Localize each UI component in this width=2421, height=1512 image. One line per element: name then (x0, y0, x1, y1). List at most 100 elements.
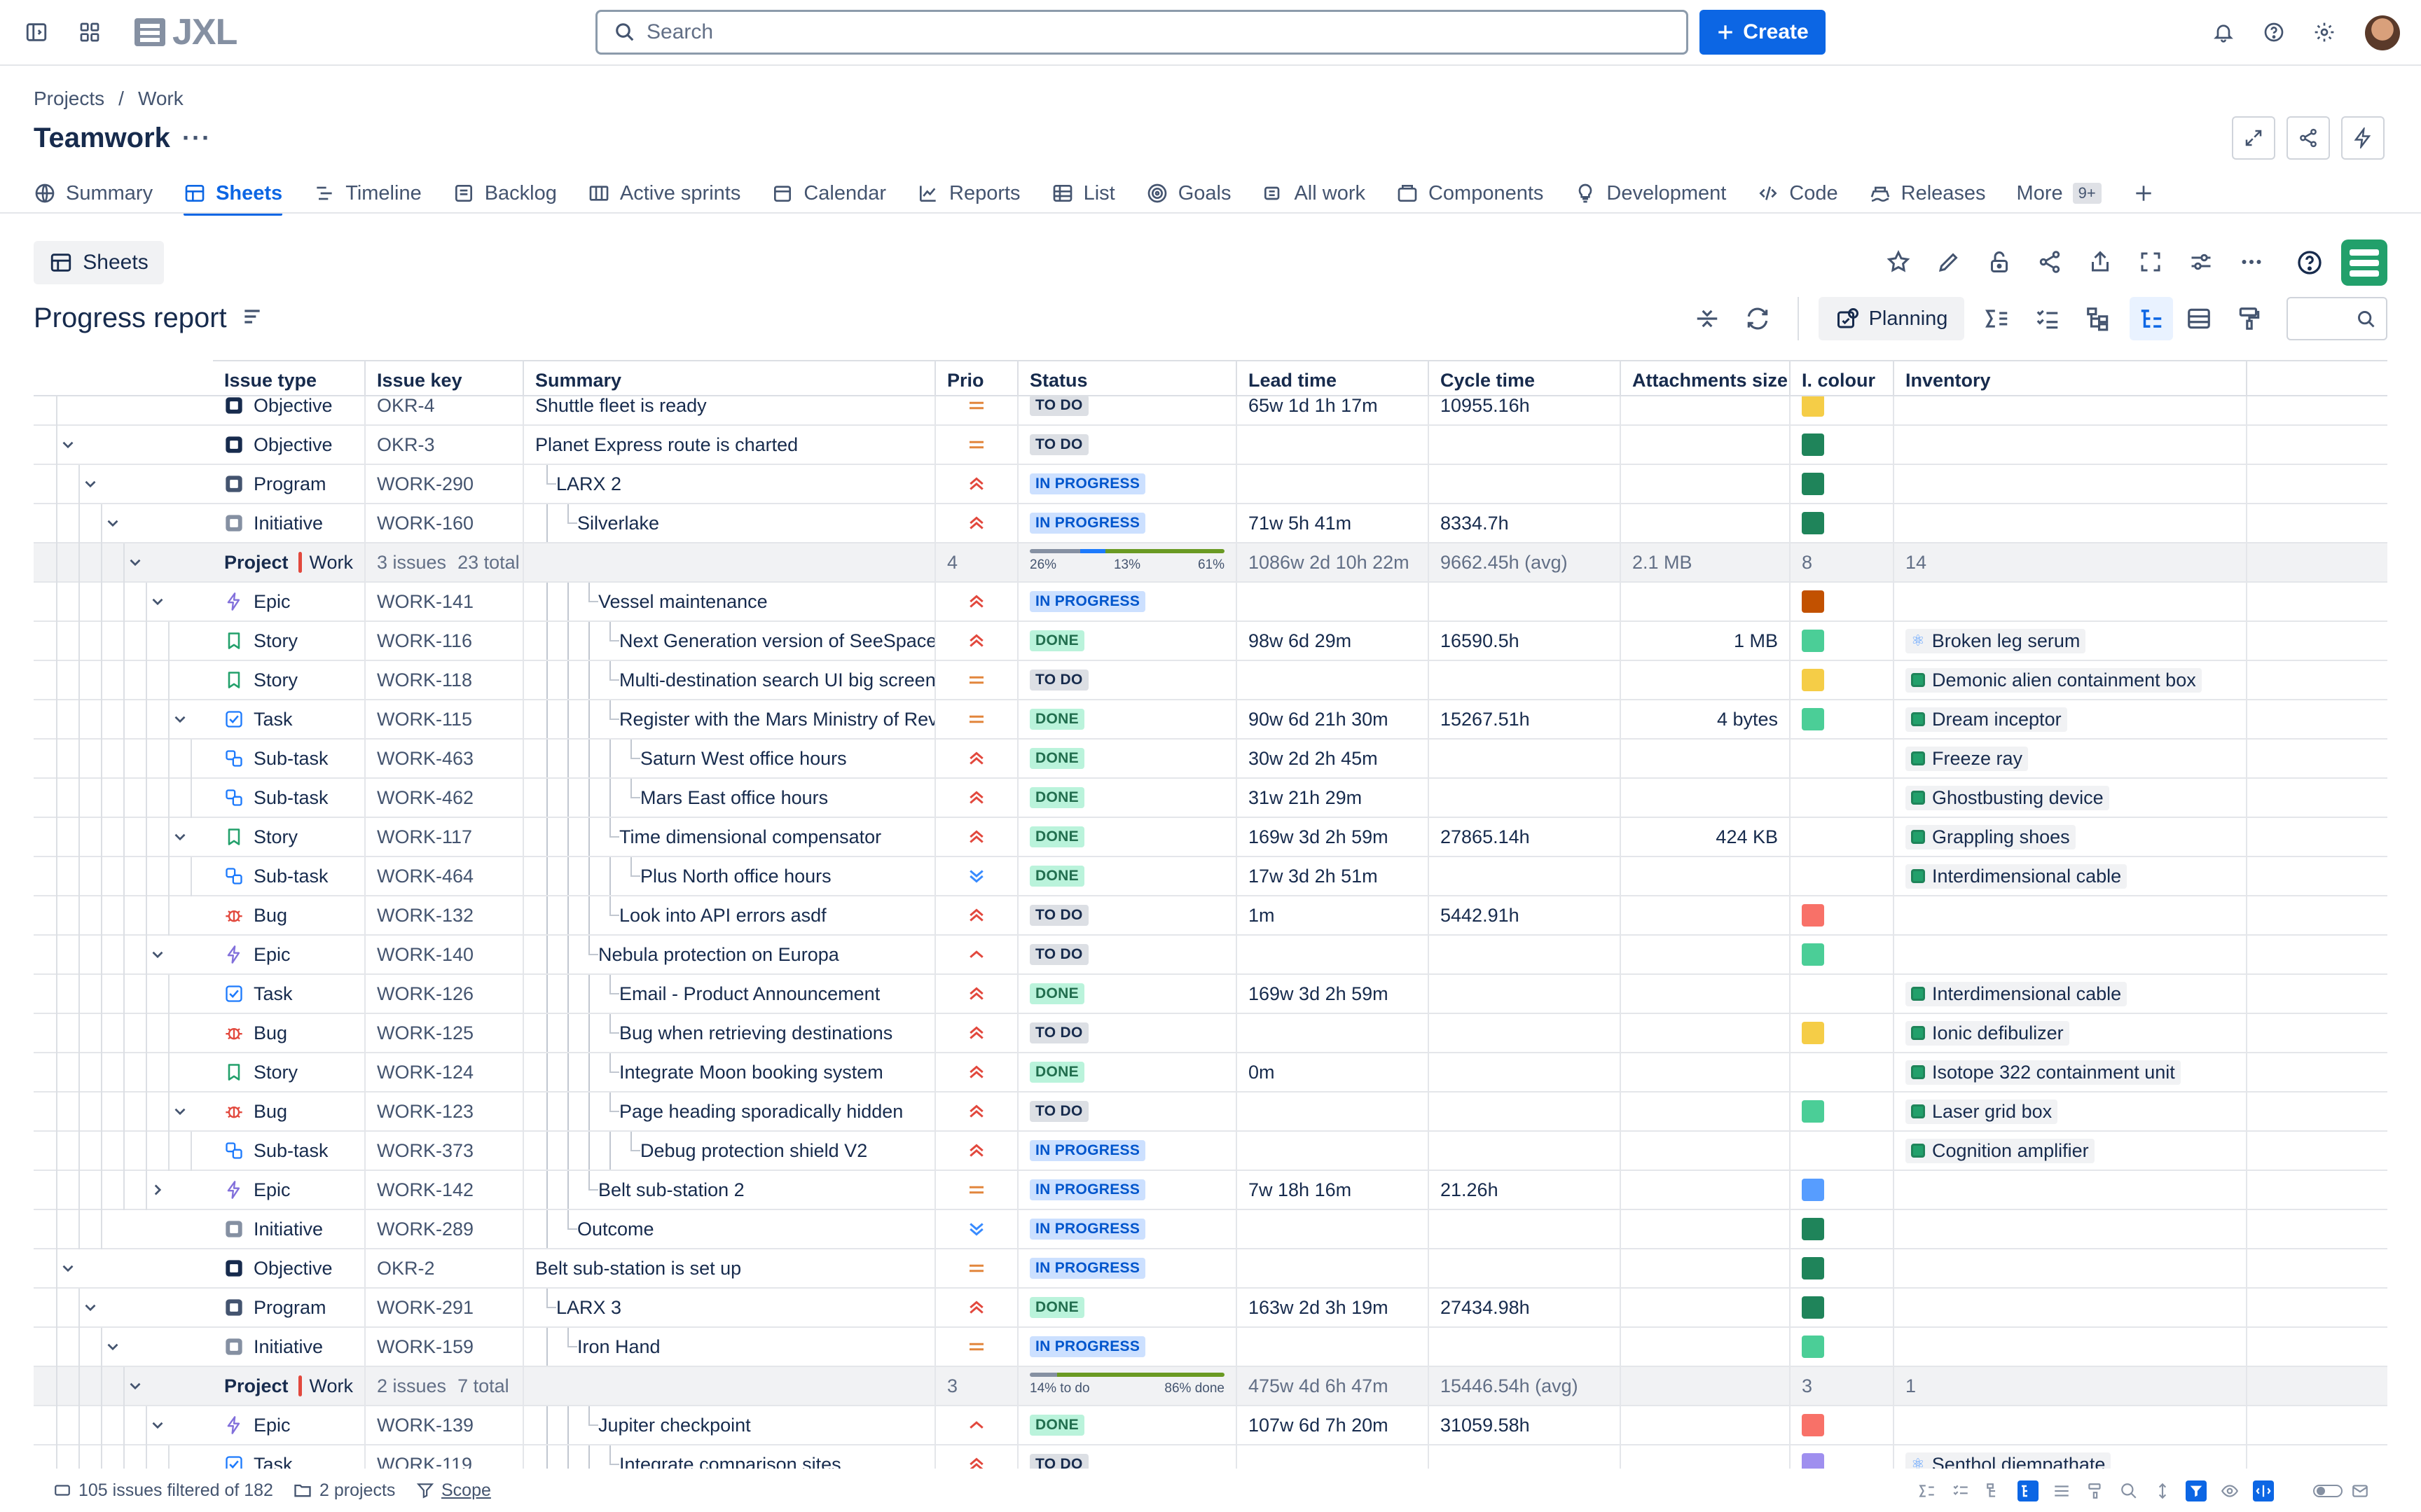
chevron-down-icon[interactable] (170, 709, 191, 730)
status-lozenge[interactable]: TO DO (1030, 944, 1089, 965)
status-lozenge[interactable]: TO DO (1030, 395, 1089, 416)
issue-key[interactable]: WORK-116 (377, 630, 473, 651)
project-name[interactable]: Work (309, 1375, 353, 1396)
tab-goals[interactable]: Goals (1146, 174, 1231, 213)
status-lozenge[interactable]: IN PROGRESS (1030, 1219, 1146, 1240)
issue-summary[interactable]: Silverlake (577, 512, 660, 534)
status-lozenge[interactable]: TO DO (1030, 1101, 1089, 1122)
tab-more[interactable]: More 9+ (2017, 174, 2102, 213)
inventory-tag[interactable]: Ionic defibulizer (1905, 1020, 2069, 1046)
status-lozenge[interactable]: DONE (1030, 866, 1084, 887)
status-lozenge[interactable]: IN PROGRESS (1030, 513, 1146, 534)
footer-toggle-icon[interactable] (2312, 1480, 2344, 1501)
chevron-down-icon[interactable] (57, 1258, 78, 1279)
status-lozenge[interactable]: IN PROGRESS (1030, 1179, 1146, 1200)
issue-summary[interactable]: Plus North office hours (640, 865, 832, 887)
tab-all-work[interactable]: All work (1262, 174, 1365, 213)
share-network-icon[interactable] (2036, 248, 2064, 276)
column-header-prio[interactable]: Prio (936, 361, 1019, 396)
star-icon[interactable] (1884, 248, 1912, 276)
issue-summary[interactable]: Nebula protection on Europa (598, 943, 839, 965)
issue-summary[interactable]: LARX 2 (556, 473, 622, 494)
issue-summary[interactable]: Multi-destination search UI big screen (619, 669, 936, 691)
tab-summary[interactable]: Summary (34, 174, 153, 213)
create-button[interactable]: Create (1699, 10, 1826, 55)
status-lozenge[interactable]: DONE (1030, 983, 1084, 1004)
chevron-down-icon[interactable] (147, 591, 168, 612)
fullscreen-icon[interactable] (2137, 248, 2165, 276)
tab-reports[interactable]: Reports (917, 174, 1021, 213)
column-header-issue-type[interactable]: Issue type (213, 361, 366, 396)
table-row[interactable]: Sub-task WORK-373 Debug protection shield … (213, 1132, 2387, 1171)
issue-summary[interactable]: Belt sub-station 2 (598, 1179, 745, 1200)
chevron-down-icon[interactable] (147, 944, 168, 965)
table-row[interactable]: Story WORK-118 Multi-destination search UI… (213, 661, 2387, 700)
inventory-tag[interactable]: Cognition amplifier (1905, 1138, 2095, 1163)
tab-timeline[interactable]: Timeline (313, 174, 422, 213)
breadcrumb-projects[interactable]: Projects (34, 88, 105, 109)
issue-key[interactable]: WORK-117 (377, 826, 473, 847)
table-row[interactable]: Initiative WORK-160 Silverlake IN PROGRESS 7… (213, 504, 2387, 543)
sheets-app-logo[interactable] (2341, 240, 2387, 286)
status-lozenge[interactable]: IN PROGRESS (1030, 473, 1146, 494)
status-lozenge[interactable]: DONE (1030, 748, 1084, 769)
planning-mode-button[interactable]: Planning (1819, 297, 1964, 340)
column-header-attachments-size[interactable]: Attachments size (1621, 361, 1791, 396)
column-header-cycle-time[interactable]: Cycle time (1429, 361, 1621, 396)
issue-summary[interactable]: LARX 3 (556, 1296, 622, 1318)
sum-columns-icon[interactable] (1982, 304, 2012, 333)
footer-lines-icon[interactable] (2051, 1480, 2072, 1501)
status-lozenge[interactable]: DONE (1030, 826, 1084, 847)
help-icon[interactable] (2261, 20, 2286, 45)
issue-key[interactable]: WORK-123 (377, 1100, 474, 1122)
issue-summary[interactable]: Belt sub-station is set up (535, 1257, 742, 1279)
footer-structure-icon[interactable] (2018, 1480, 2039, 1501)
inventory-tag[interactable]: Interdimensional cable (1905, 981, 2127, 1006)
issue-summary[interactable]: Email - Product Announcement (619, 983, 881, 1004)
footer-resize-icon[interactable] (2152, 1480, 2173, 1501)
table-row[interactable]: Epic WORK-141 Vessel maintenance IN PROGRES… (213, 583, 2387, 622)
issue-summary[interactable]: Page heading sporadically hidden (619, 1100, 904, 1122)
status-lozenge[interactable]: TO DO (1030, 905, 1089, 926)
issue-key[interactable]: WORK-291 (377, 1296, 474, 1318)
status-lozenge[interactable]: IN PROGRESS (1030, 1140, 1146, 1161)
table-row[interactable]: Epic WORK-140 Nebula protection on Europa T… (213, 936, 2387, 975)
product-logo[interactable]: JXL (133, 12, 237, 53)
table-row[interactable]: Bug WORK-123 Page heading sporadically hid… (213, 1093, 2387, 1132)
issue-key[interactable]: WORK-373 (377, 1139, 474, 1161)
chevron-down-icon[interactable] (170, 1101, 191, 1122)
help-circle-icon[interactable] (2295, 248, 2324, 277)
issue-key[interactable]: WORK-124 (377, 1061, 474, 1083)
table-row[interactable]: Program WORK-290 LARX 2 IN PROGRESS (213, 465, 2387, 504)
issue-summary[interactable]: Next Generation version of SeeSpace... (619, 630, 936, 651)
footer-columns-icon[interactable] (2253, 1480, 2274, 1501)
tab-development[interactable]: Development (1574, 174, 1726, 213)
issue-summary[interactable]: Integrate Moon booking system (619, 1061, 883, 1083)
table-row[interactable]: Task WORK-126 Email - Product Announcement… (213, 975, 2387, 1014)
tab-releases[interactable]: Releases (1869, 174, 1986, 213)
issue-key[interactable]: WORK-139 (377, 1414, 474, 1436)
more-actions-icon[interactable] (2237, 248, 2265, 276)
table-row[interactable]: Initiative WORK-289 Outcome IN PROGRESS (213, 1210, 2387, 1249)
footer-mail-icon[interactable] (2350, 1480, 2371, 1501)
table-row[interactable]: Objective OKR-3 Planet Express route is ch… (213, 426, 2387, 465)
tab-active-sprints[interactable]: Active sprints (588, 174, 740, 213)
tab-list[interactable]: List (1051, 174, 1115, 213)
issue-key[interactable]: WORK-140 (377, 943, 474, 965)
tab-backlog[interactable]: Backlog (453, 174, 557, 213)
footer-eye-icon[interactable] (2219, 1480, 2240, 1501)
table-search-input[interactable] (2286, 297, 2387, 340)
issue-key[interactable]: OKR-2 (377, 1257, 435, 1279)
status-lozenge[interactable]: IN PROGRESS (1030, 1336, 1146, 1357)
footer-sum-icon[interactable] (1917, 1480, 1938, 1501)
table-row[interactable]: Story WORK-117 Time dimensional compensato… (213, 818, 2387, 857)
expand-button[interactable] (2232, 116, 2275, 160)
refresh-icon[interactable] (1743, 304, 1772, 333)
column-header-i-colour[interactable]: I. colour (1791, 361, 1894, 396)
issue-key[interactable]: WORK-289 (377, 1218, 474, 1240)
scope-link[interactable]: Scope (416, 1480, 491, 1501)
title-more-button[interactable]: ··· (182, 123, 212, 152)
sheets-switcher-button[interactable]: Sheets (34, 241, 164, 284)
issue-summary[interactable]: Outcome (577, 1218, 654, 1240)
status-lozenge[interactable]: TO DO (1030, 670, 1089, 691)
